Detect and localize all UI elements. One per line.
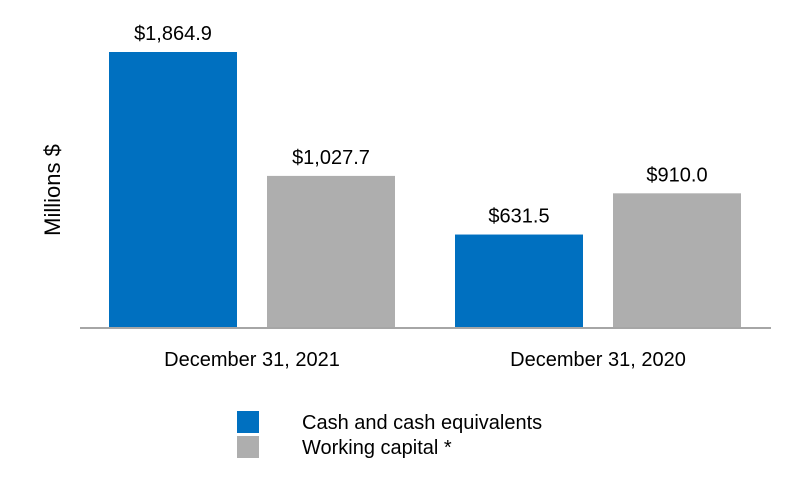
- x-tick-labels: December 31, 2021 December 31, 2020: [164, 349, 686, 371]
- legend-label: Working capital *: [302, 437, 452, 459]
- data-label: $1,027.7: [292, 147, 370, 169]
- legend-label: Cash and cash equivalents: [302, 412, 542, 434]
- y-axis-label: Millions $: [40, 144, 65, 236]
- legend-swatch: [237, 411, 259, 433]
- bar-cash-1: [455, 234, 583, 328]
- x-tick-label: December 31, 2020: [510, 349, 686, 371]
- bar-working-capital-0: [267, 175, 395, 328]
- legend-swatch: [237, 436, 259, 458]
- bars-layer: $1,864.9 $1,027.7 $631.5 $910.0: [109, 23, 741, 328]
- bar-cash-0: [109, 52, 237, 328]
- legend: Cash and cash equivalents Working capital…: [237, 411, 542, 459]
- data-label: $631.5: [488, 206, 549, 228]
- bar-working-capital-1: [613, 193, 741, 328]
- x-tick-label: December 31, 2021: [164, 349, 340, 371]
- data-label: $910.0: [646, 164, 707, 186]
- data-label: $1,864.9: [134, 23, 212, 45]
